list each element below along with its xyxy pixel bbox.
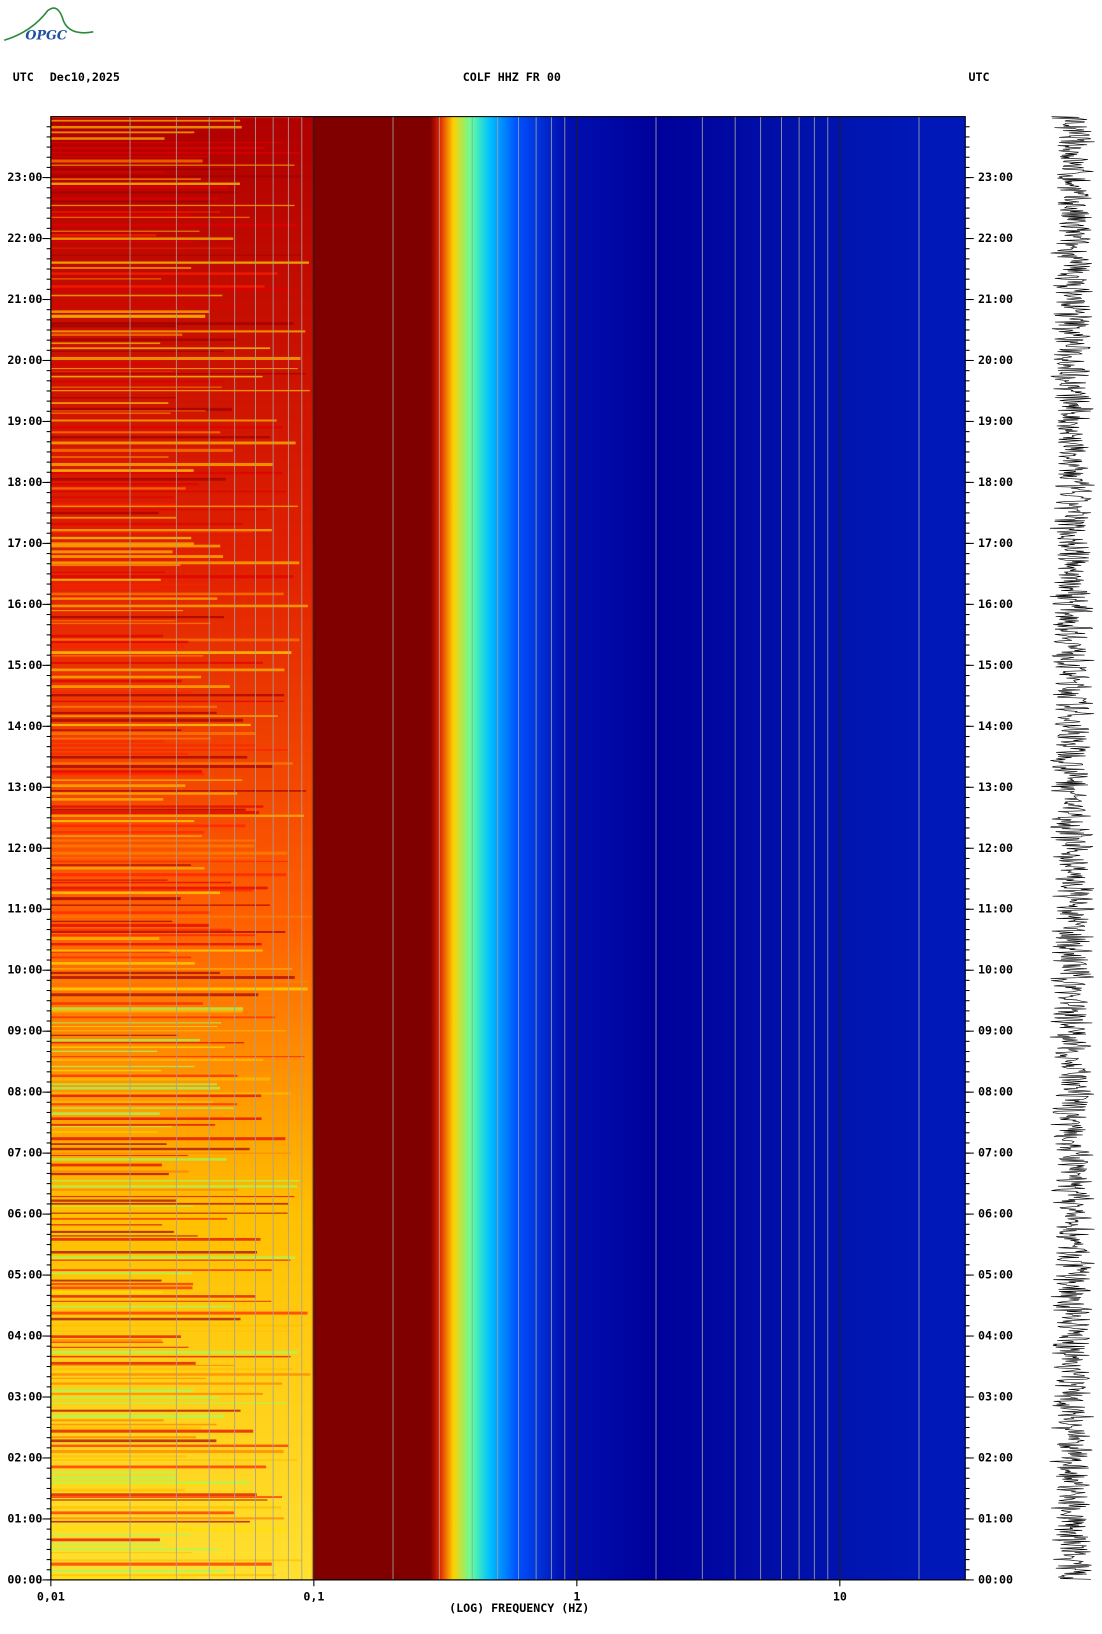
logo: OPGC: [4, 7, 94, 43]
y-tick-label-right: 06:00: [978, 1207, 1013, 1221]
y-tick-label-right: 18:00: [978, 475, 1013, 489]
x-tick-label: 0,01: [37, 1589, 65, 1603]
right-label: UTC: [968, 70, 989, 84]
y-tick-label: 15:00: [7, 658, 42, 672]
y-tick-label-right: 12:00: [978, 841, 1013, 855]
y-tick-label: 09:00: [7, 1024, 42, 1038]
seismic-trace: [1049, 116, 1095, 1580]
date: Dec10,2025: [50, 70, 120, 84]
y-tick-label: 08:00: [7, 1085, 42, 1099]
logo-text: OPGC: [25, 28, 67, 43]
y-tick-label: 16:00: [7, 597, 42, 611]
y-tick-label: 05:00: [7, 1268, 42, 1282]
y-tick-label: 13:00: [7, 780, 42, 794]
y-tick-label-right: 01:00: [978, 1511, 1013, 1525]
y-tick-label: 14:00: [7, 719, 42, 733]
y-tick-label-right: 04:00: [978, 1329, 1013, 1343]
y-tick-label: 19:00: [7, 414, 42, 428]
x-tick-label: 0,1: [303, 1589, 324, 1603]
y-tick-label-right: 17:00: [978, 536, 1013, 550]
plot: [50, 116, 966, 1580]
y-tick-label-right: 22:00: [978, 231, 1013, 245]
chart-title: COLF HHZ FR 00: [463, 70, 561, 84]
y-tick-label: 02:00: [7, 1450, 42, 1464]
y-tick-label: 07:00: [7, 1146, 42, 1160]
y-tick-label-right: 14:00: [978, 719, 1013, 733]
y-tick-label-right: 05:00: [978, 1268, 1013, 1282]
y-tick-label-right: 20:00: [978, 353, 1013, 367]
y-tick-label: 20:00: [7, 353, 42, 367]
y-tick-label-right: 15:00: [978, 658, 1013, 672]
y-tick-label: 12:00: [7, 841, 42, 855]
y-tick-label-right: 02:00: [978, 1450, 1013, 1464]
y-tick-label: 22:00: [7, 231, 42, 245]
y-tick-label-right: 03:00: [978, 1390, 1013, 1404]
y-tick-label: 21:00: [7, 292, 42, 306]
y-tick-label-right: 09:00: [978, 1024, 1013, 1038]
x-tick-label: 1: [573, 1589, 580, 1603]
y-tick-label: 03:00: [7, 1390, 42, 1404]
logo-curve: [4, 7, 94, 42]
y-tick-label-right: 21:00: [978, 292, 1013, 306]
y-tick-label-right: 23:00: [978, 170, 1013, 184]
y-tick-label: 23:00: [7, 170, 42, 184]
y-tick-label: 18:00: [7, 475, 42, 489]
x-tick-label: 10: [833, 1589, 847, 1603]
y-tick-label: 11:00: [7, 902, 42, 916]
y-tick-label-right: 07:00: [978, 1146, 1013, 1160]
y-tick-label-right: 19:00: [978, 414, 1013, 428]
y-tick-label: 00:00: [7, 1572, 42, 1586]
y-tick-label: 10:00: [7, 963, 42, 977]
y-tick-label: 01:00: [7, 1511, 42, 1525]
spectrogram: [50, 116, 966, 1580]
y-tick-label-right: 16:00: [978, 597, 1013, 611]
left-label: UTC: [13, 70, 34, 84]
y-tick-label-right: 13:00: [978, 780, 1013, 794]
y-tick-label-right: 08:00: [978, 1085, 1013, 1099]
y-tick-label: 04:00: [7, 1329, 42, 1343]
y-tick-label-right: 11:00: [978, 902, 1013, 916]
y-tick-label: 17:00: [7, 536, 42, 550]
x-axis-label: (LOG) FREQUENCY (HZ): [449, 1601, 589, 1615]
y-tick-label: 06:00: [7, 1207, 42, 1221]
y-tick-label-right: 10:00: [978, 963, 1013, 977]
y-tick-label-right: 00:00: [978, 1572, 1013, 1586]
